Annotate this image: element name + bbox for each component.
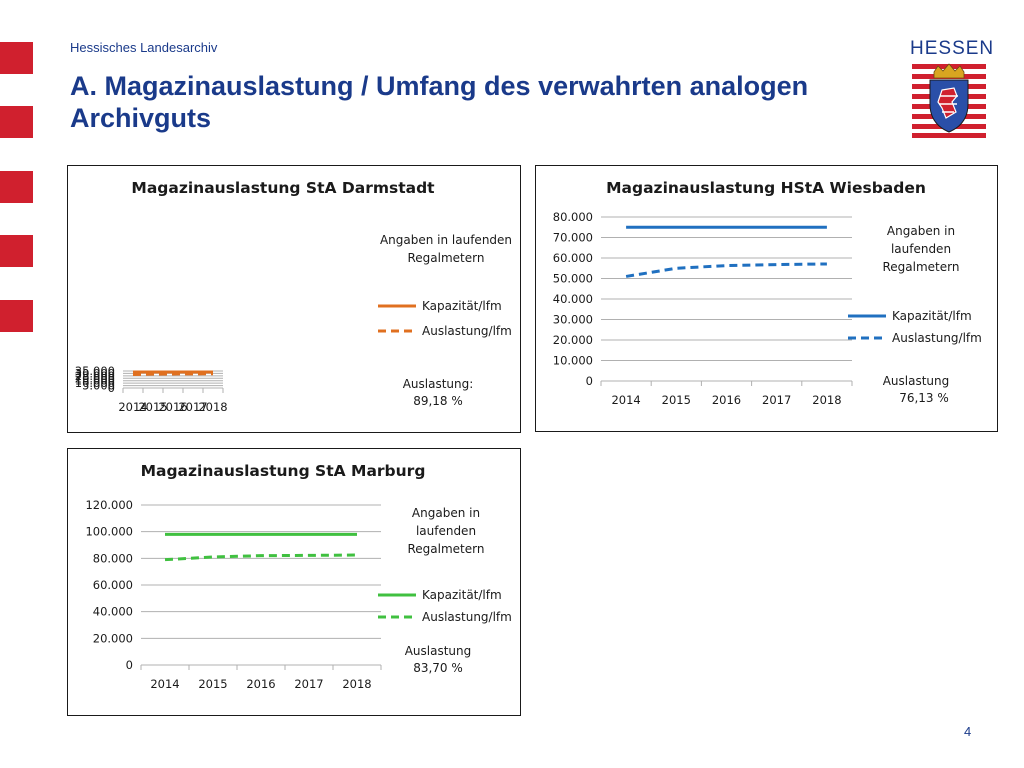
y-tick-label: 70.000 — [553, 231, 593, 245]
x-tick-label: 2014 — [150, 677, 179, 691]
y-tick-label: 60.000 — [93, 578, 133, 592]
accent-bar-2 — [0, 106, 33, 138]
units-note: laufenden — [416, 524, 476, 538]
utilization-label: 76,13 % — [899, 391, 949, 405]
chart-title: Magazinauslastung StA Darmstadt — [131, 179, 435, 197]
x-tick-label: 2018 — [342, 677, 371, 691]
page-number: 4 — [964, 724, 972, 739]
organization-name: Hessisches Landesarchiv — [70, 40, 218, 55]
y-tick-label: 50.000 — [553, 272, 593, 286]
chart-wiesbaden: Magazinauslastung HStA Wiesbaden 0 10.000 2… — [553, 179, 982, 407]
chart-darmstadt: Magazinauslastung StA Darmstadt 05.00010.… — [75, 179, 512, 414]
crest-crown — [933, 63, 965, 79]
y-tick-label: 20.000 — [75, 371, 115, 385]
y-tick-label: 0 — [586, 374, 593, 388]
x-tick-label: 2014 — [611, 393, 640, 407]
x-tick-label: 2017 — [294, 677, 323, 691]
legend-label-utilization: Auslastung/lfm — [892, 331, 982, 345]
legend-label-capacity: Kapazität/lfm — [422, 588, 502, 602]
x-tick-label: 2016 — [246, 677, 275, 691]
x-tick-label: 2016 — [158, 400, 187, 414]
y-tick-label: 5.000 — [82, 379, 115, 393]
accent-bar-1 — [0, 42, 33, 74]
utilization-label: Auslastung: — [403, 377, 474, 391]
x-tick-label: 2018 — [812, 393, 841, 407]
units-note: Regalmetern — [408, 542, 485, 556]
y-tick-label: 20.000 — [93, 631, 133, 645]
x-tick-label: 2018 — [198, 400, 227, 414]
y-tick-label: 80.000 — [553, 210, 593, 224]
legend-label-utilization: Auslastung/lfm — [422, 324, 512, 338]
utilization-label: Auslastung — [883, 374, 950, 388]
chart-title: Magazinauslastung StA Marburg — [141, 462, 426, 480]
y-tick-label: 80.000 — [93, 551, 133, 565]
utilization-label: 83,70 % — [413, 661, 463, 675]
y-tick-label: 120.000 — [85, 498, 133, 512]
units-note: Angaben in — [887, 224, 955, 238]
y-tick-label: 40.000 — [553, 292, 593, 306]
x-tick-label: 2014 — [118, 400, 147, 414]
series-line-utilization — [625, 262, 827, 278]
y-tick-label: 60.000 — [553, 251, 593, 265]
y-tick-label: 35.000 — [75, 364, 115, 378]
chart-marburg: Magazinauslastung StA Marburg 0 20.000 40.0… — [85, 462, 512, 691]
series-line-utilization — [164, 553, 358, 562]
y-tick-label: 20.000 — [553, 333, 593, 347]
x-tick-label: 2017 — [178, 400, 207, 414]
legend-label-capacity: Kapazität/lfm — [422, 299, 502, 313]
y-tick-label: 10.000 — [75, 376, 115, 390]
x-tick-label: 2015 — [138, 400, 167, 414]
series-line-utilization — [132, 372, 214, 376]
legend-label-capacity: Kapazität/lfm — [892, 309, 972, 323]
chart-panel-darmstadt: Magazinauslastung StA Darmstadt 0 5.000 10.… — [67, 165, 521, 433]
brand-logo: HESSEN — [910, 38, 995, 60]
x-tick-label: 2015 — [662, 393, 691, 407]
chart-panel-wiesbaden: Magazinauslastung HStA Wiesbaden 0 10.000 2… — [535, 165, 998, 432]
utilization-label: Auslastung — [405, 644, 472, 658]
accent-bar-4 — [0, 235, 33, 267]
y-tick-label: 30.000 — [75, 366, 115, 380]
crest-lion-stripes — [939, 95, 958, 113]
y-tick-label: 40.000 — [93, 605, 133, 619]
utilization-label: 89,18 % — [413, 394, 463, 408]
x-tick-label: 2016 — [712, 393, 741, 407]
accent-bar-5 — [0, 300, 33, 332]
x-tick-label: 2015 — [198, 677, 227, 691]
units-note: Angaben in laufenden — [380, 233, 512, 247]
y-tick-label: 10.000 — [553, 354, 593, 368]
y-tick-label: 100.000 — [85, 525, 133, 539]
y-tick-label: 25.000 — [75, 369, 115, 383]
page-title: A. Magazinauslastung / Umfang des verwah… — [70, 71, 809, 133]
chart-title: Magazinauslastung HStA Wiesbaden — [606, 179, 926, 197]
legend-label-utilization: Auslastung/lfm — [422, 610, 512, 624]
y-tick-label: 30.000 — [553, 313, 593, 327]
hessen-crest-icon — [912, 63, 986, 138]
brand-wordmark: HESSEN — [910, 38, 995, 59]
chart-panel-marburg: Magazinauslastung StA Marburg 0 20.000 40.0… — [67, 448, 521, 716]
units-note: Angaben in — [412, 506, 480, 520]
y-tick-label: 0 — [126, 658, 133, 672]
y-tick-label: 0 — [108, 381, 115, 395]
accent-bar-3 — [0, 171, 33, 203]
units-note: laufenden — [891, 242, 951, 256]
units-note: Regalmetern — [883, 260, 960, 274]
x-tick-label: 2017 — [762, 393, 791, 407]
y-tick-label: 15.000 — [75, 374, 115, 388]
units-note: Regalmetern — [408, 251, 485, 265]
